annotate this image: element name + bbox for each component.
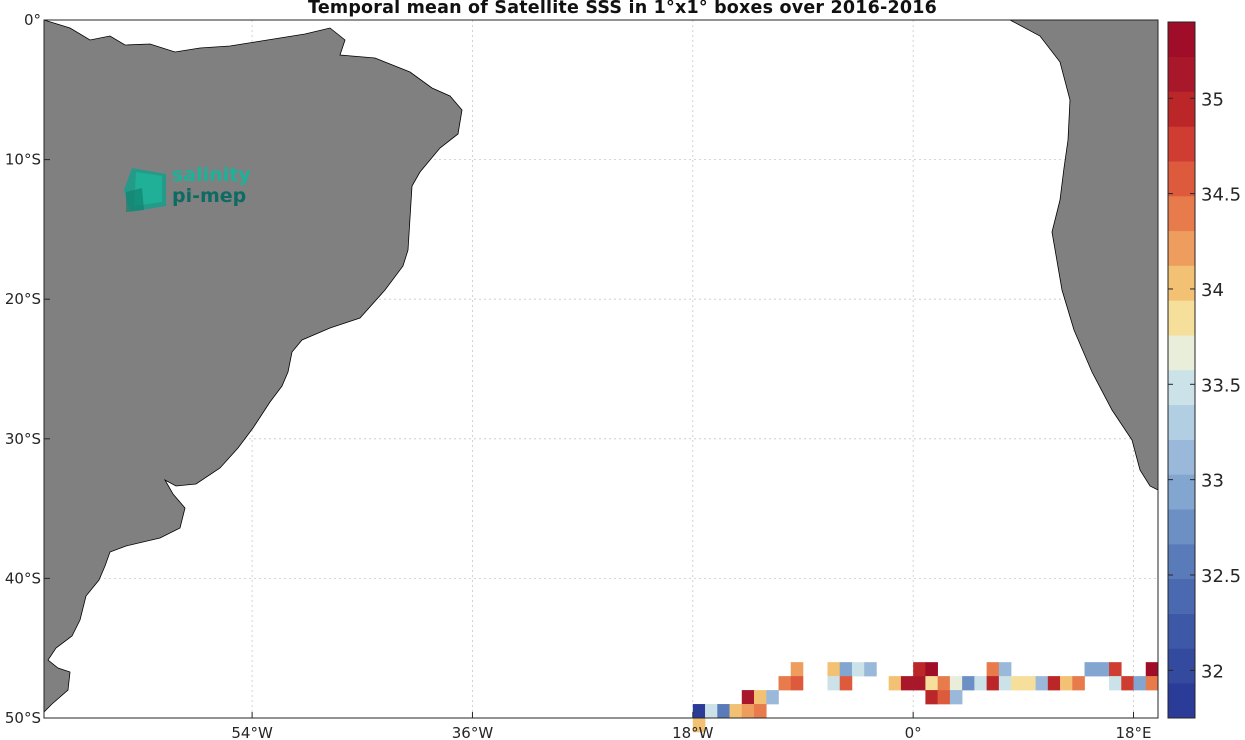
- sss-cell: [1072, 676, 1085, 691]
- sss-cell: [998, 662, 1012, 677]
- sss-cell: [888, 676, 902, 691]
- sss-cell: [974, 676, 987, 691]
- y-tick-label: 30°S: [5, 430, 41, 448]
- sss-cell: [913, 662, 926, 677]
- y-tick-label: 40°S: [5, 569, 41, 587]
- sss-cell: [754, 690, 767, 705]
- sss-cell: [1011, 676, 1024, 691]
- x-tick-label: 0°: [905, 724, 922, 740]
- colorbar-segment: [1168, 404, 1195, 440]
- sss-cell: [864, 662, 877, 677]
- map-title: Temporal mean of Satellite SSS in 1°x1° …: [308, 0, 937, 18]
- colorbar-segment: [1168, 578, 1195, 614]
- africa-land: [1009, 19, 1159, 491]
- sss-cell: [1035, 676, 1049, 691]
- colorbar-tick-label: 33.5: [1201, 375, 1241, 396]
- colorbar-tick-label: 33: [1201, 471, 1224, 492]
- sss-cell: [949, 690, 963, 705]
- colorbar-frame: [1167, 21, 1196, 719]
- x-tick-label: 18°E: [1115, 724, 1151, 740]
- sss-cell: [937, 676, 951, 691]
- colorbar-segment: [1168, 126, 1195, 162]
- colorbar-segment: [1168, 22, 1195, 58]
- colorbar-tick-label: 32.5: [1201, 566, 1241, 587]
- sss-cell: [962, 676, 975, 691]
- colorbar-segment: [1168, 544, 1195, 580]
- y-tick-label: 0°: [24, 11, 41, 29]
- sss-cell: [790, 662, 804, 677]
- sss-cell: [741, 690, 755, 705]
- sss-cell: [766, 690, 779, 705]
- sss-cell: [790, 676, 804, 691]
- y-tick-label: 20°S: [5, 290, 41, 308]
- colorbar-segment: [1168, 265, 1195, 301]
- colorbar-segment: [1168, 613, 1195, 649]
- colorbar-segment: [1168, 509, 1195, 545]
- plot-frame: [43, 19, 1159, 719]
- y-tick-label: 10°S: [5, 151, 41, 169]
- sss-cell: [986, 676, 1000, 691]
- sss-cell: [754, 704, 767, 719]
- colorbar-segment: [1168, 91, 1195, 127]
- colorbar-segment: [1168, 161, 1195, 197]
- sss-cell: [913, 676, 926, 691]
- sss-cell: [729, 704, 743, 719]
- sss-cell: [925, 676, 938, 691]
- sss-cell: [1133, 676, 1147, 691]
- colorbar-tick-label: 32: [1201, 661, 1224, 682]
- sss-cell: [1084, 662, 1098, 677]
- x-tick-label: 54°W: [231, 724, 273, 740]
- sss-cell: [692, 718, 706, 733]
- sss-cell: [1145, 662, 1159, 677]
- colorbar-segment: [1168, 370, 1195, 406]
- sss-cell: [1096, 662, 1110, 677]
- sss-cell: [741, 704, 755, 719]
- south-america-land: [43, 19, 463, 713]
- salinity-pi-mep-logo: [124, 168, 166, 212]
- sss-cell: [827, 676, 841, 691]
- sss-cell: [1145, 676, 1159, 691]
- sss-cell: [998, 676, 1012, 691]
- sss-cell: [778, 676, 792, 691]
- colorbar-segment: [1168, 196, 1195, 232]
- logo-text-pi-mep: pi-mep: [172, 185, 247, 207]
- x-tick-label: 36°W: [452, 724, 494, 740]
- sss-cell: [900, 676, 914, 691]
- sss-cell: [986, 662, 1000, 677]
- sss-cell: [949, 676, 963, 691]
- colorbar-segment: [1168, 439, 1195, 475]
- y-tick-label: 50°S: [5, 709, 41, 727]
- sss-cell: [937, 690, 951, 705]
- colorbar-segment: [1168, 683, 1195, 719]
- sss-cell: [925, 662, 938, 677]
- colorbar-tick-label: 34.5: [1201, 185, 1241, 206]
- colorbar-segment: [1168, 300, 1195, 336]
- sss-cell: [1047, 676, 1061, 691]
- sss-cell: [692, 704, 706, 719]
- logo-text-salinity: salinity: [172, 164, 251, 186]
- sss-cell: [1109, 662, 1122, 677]
- sss-cell: [827, 662, 841, 677]
- sss-cell: [717, 704, 730, 719]
- sss-cell: [1109, 676, 1122, 691]
- colorbar-tick-label: 35: [1201, 89, 1224, 110]
- sss-cell: [925, 690, 938, 705]
- colorbar-segment: [1168, 474, 1195, 510]
- colorbar-tick-label: 34: [1201, 280, 1224, 301]
- sss-cell: [1060, 676, 1073, 691]
- sss-cell: [851, 662, 865, 677]
- colorbar-segment: [1168, 56, 1195, 92]
- sss-cell: [705, 704, 718, 719]
- sss-cell: [839, 676, 853, 691]
- sss-cell: [1023, 676, 1036, 691]
- sss-cell: [1121, 676, 1134, 691]
- colorbar-segment: [1168, 335, 1195, 371]
- sss-cell: [839, 662, 853, 677]
- colorbar-segment: [1168, 648, 1195, 684]
- colorbar-segment: [1168, 230, 1195, 266]
- x-tick-label: 18°W: [672, 724, 714, 740]
